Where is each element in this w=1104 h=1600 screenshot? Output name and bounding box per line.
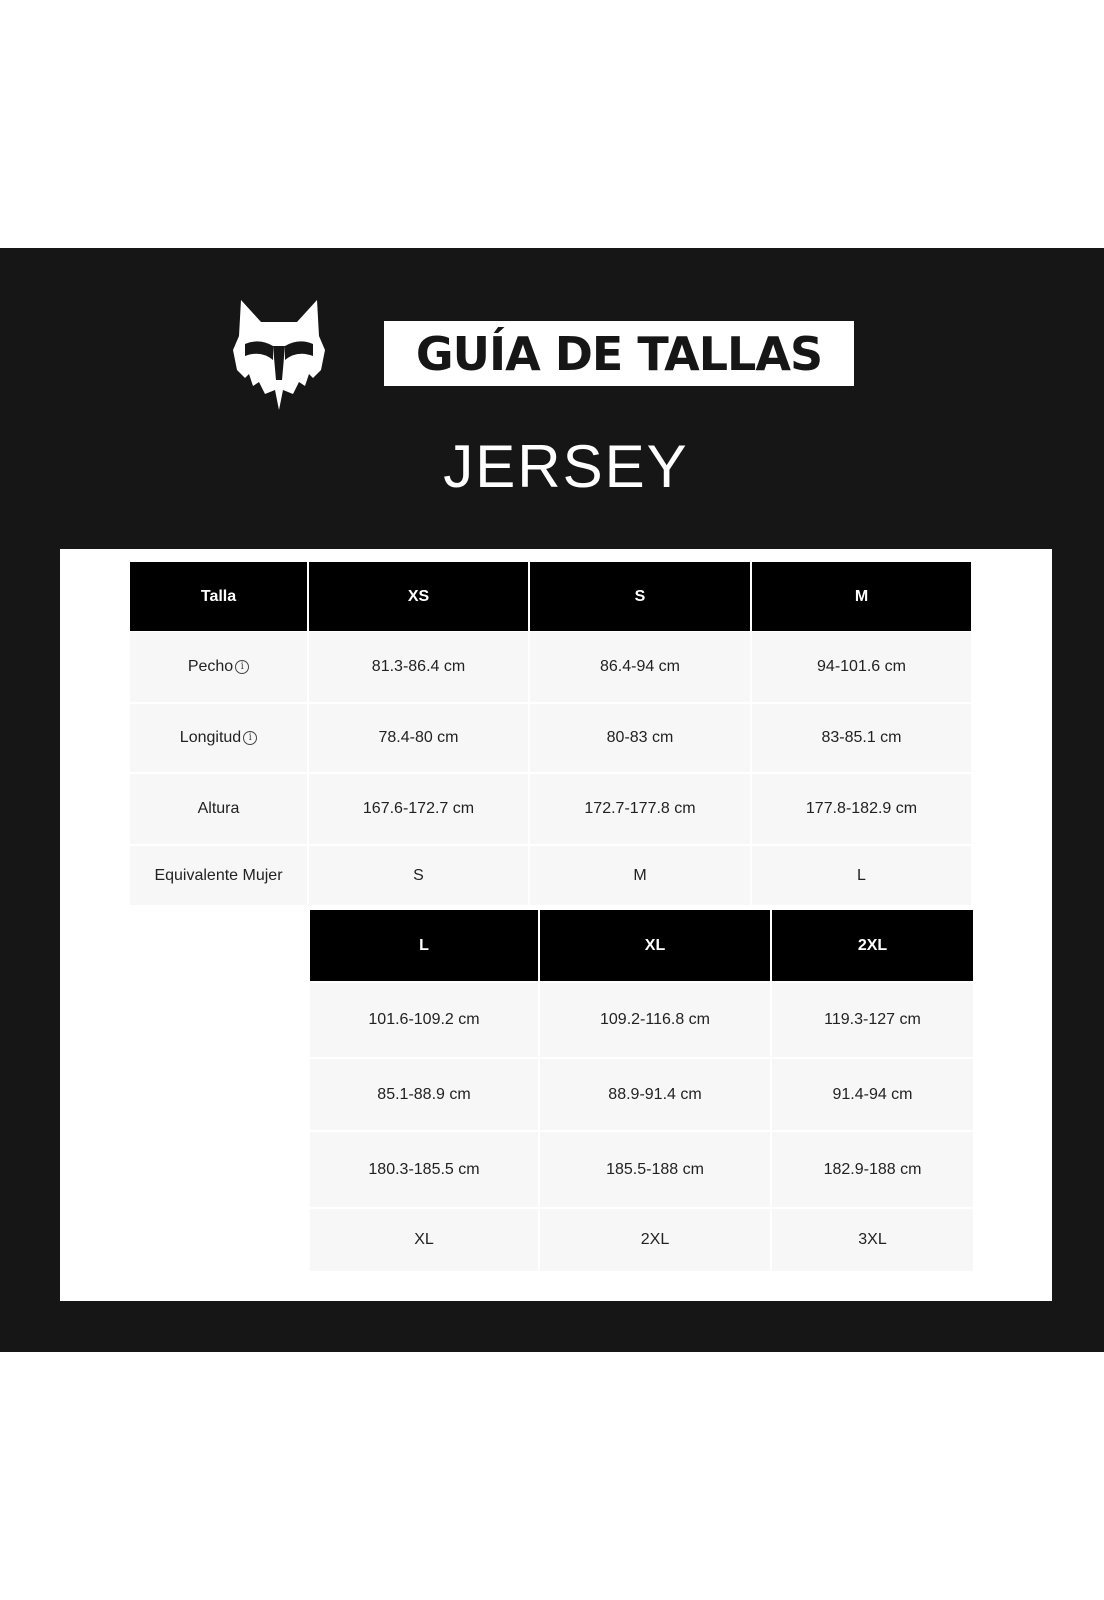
table-cell-text: 83-85.1 cm: [821, 729, 902, 746]
table-cell: 180.3-185.5 cm: [310, 1132, 538, 1207]
product-subtitle: JERSEY: [443, 433, 689, 500]
table-cell-text: 86.4-94 cm: [599, 658, 681, 675]
table-cell: 167.6-172.7 cm: [309, 774, 528, 844]
table-cell-text: 78.4-80 cm: [378, 729, 459, 746]
table-cell-text: 80-83 cm: [606, 729, 674, 746]
fox-head-logo: [233, 300, 325, 410]
table-cell-text: 177.8-182.9 cm: [805, 800, 918, 817]
table-cell: 91.4-94 cm: [772, 1059, 973, 1130]
table-cell: 88.9-91.4 cm: [540, 1059, 770, 1130]
table-cell-text: L: [857, 866, 866, 884]
row-label-text: Pecho: [187, 658, 234, 675]
table-cell: L: [752, 846, 971, 905]
row-label-text: Altura: [197, 800, 240, 817]
table-cell-text: 81.3-86.4 cm: [371, 658, 466, 675]
size-header-text: XL: [644, 936, 666, 954]
info-circle-icon[interactable]: i: [243, 731, 258, 745]
table-cell-text: 180.3-185.5 cm: [368, 1160, 480, 1178]
table-cell-text: M: [633, 866, 647, 884]
row-label: Equivalente Mujer: [130, 846, 307, 905]
size-header: M: [752, 562, 971, 631]
table-cell: S: [309, 846, 528, 905]
table-cell-text: 119.3-127 cm: [824, 1011, 921, 1028]
table-cell: 85.1-88.9 cm: [310, 1059, 538, 1130]
size-header: 2XL: [772, 910, 973, 981]
title-box: GUÍA DE TALLAS: [384, 321, 854, 386]
size-header: L: [310, 910, 538, 981]
table-cell: 185.5-188 cm: [540, 1132, 770, 1207]
table-cell-text: XL: [414, 1231, 434, 1248]
table-cell: 101.6-109.2 cm: [310, 983, 538, 1057]
size-header: S: [530, 562, 750, 631]
table-cell-text: 91.4-94 cm: [832, 1085, 913, 1103]
table-cell: 80-83 cm: [530, 704, 750, 772]
page-title: GUÍA DE TALLAS: [415, 326, 823, 381]
info-circle-icon[interactable]: i: [235, 660, 250, 674]
table-cell-text: 94-101.6 cm: [817, 658, 906, 675]
talla-header: Talla: [130, 562, 307, 631]
table-cell-text: 172.7-177.8 cm: [584, 800, 696, 817]
table-cell-text: 85.1-88.9 cm: [377, 1085, 471, 1103]
table-cell: 119.3-127 cm: [772, 983, 973, 1057]
table-cell-text: 3XL: [858, 1231, 887, 1248]
size-header-text: M: [854, 587, 869, 605]
table-cell: 83-85.1 cm: [752, 704, 971, 772]
table-cell-text: 185.5-188 cm: [606, 1160, 704, 1178]
table-cell: XL: [310, 1209, 538, 1271]
size-header-text: L: [419, 936, 429, 954]
table-cell-text: 88.9-91.4 cm: [608, 1085, 702, 1103]
table-cell: 182.9-188 cm: [772, 1132, 973, 1207]
size-header-text: XS: [407, 587, 430, 605]
size-header: XS: [309, 562, 528, 631]
table-cell: 177.8-182.9 cm: [752, 774, 971, 844]
talla-header-text: Talla: [200, 587, 237, 605]
table-cell-text: 182.9-188 cm: [823, 1160, 922, 1178]
table-cell: 109.2-116.8 cm: [540, 983, 770, 1057]
table-cell: 172.7-177.8 cm: [530, 774, 750, 844]
table-cell-text: S: [413, 866, 424, 884]
table-cell: 94-101.6 cm: [752, 632, 971, 702]
table-cell: 86.4-94 cm: [530, 632, 750, 702]
table-cell: 3XL: [772, 1209, 973, 1271]
size-header-text: 2XL: [857, 936, 888, 954]
row-label: Pecho i: [130, 632, 307, 702]
row-label: Altura: [130, 774, 307, 844]
table-cell-text: 101.6-109.2 cm: [368, 1011, 480, 1028]
row-label: Longitud i: [130, 704, 307, 772]
size-header: XL: [540, 910, 770, 981]
table-cell: 2XL: [540, 1209, 770, 1271]
table-cell-text: 167.6-172.7 cm: [362, 800, 475, 817]
row-label-text: Longitud: [179, 729, 242, 746]
table-cell-text: 109.2-116.8 cm: [600, 1011, 710, 1028]
size-header-text: S: [634, 587, 646, 605]
table-cell: 81.3-86.4 cm: [309, 632, 528, 702]
row-label-text: Equivalente Mujer: [154, 866, 283, 884]
table-cell: M: [530, 846, 750, 905]
table-cell: 78.4-80 cm: [309, 704, 528, 772]
table-cell-text: 2XL: [640, 1231, 670, 1248]
